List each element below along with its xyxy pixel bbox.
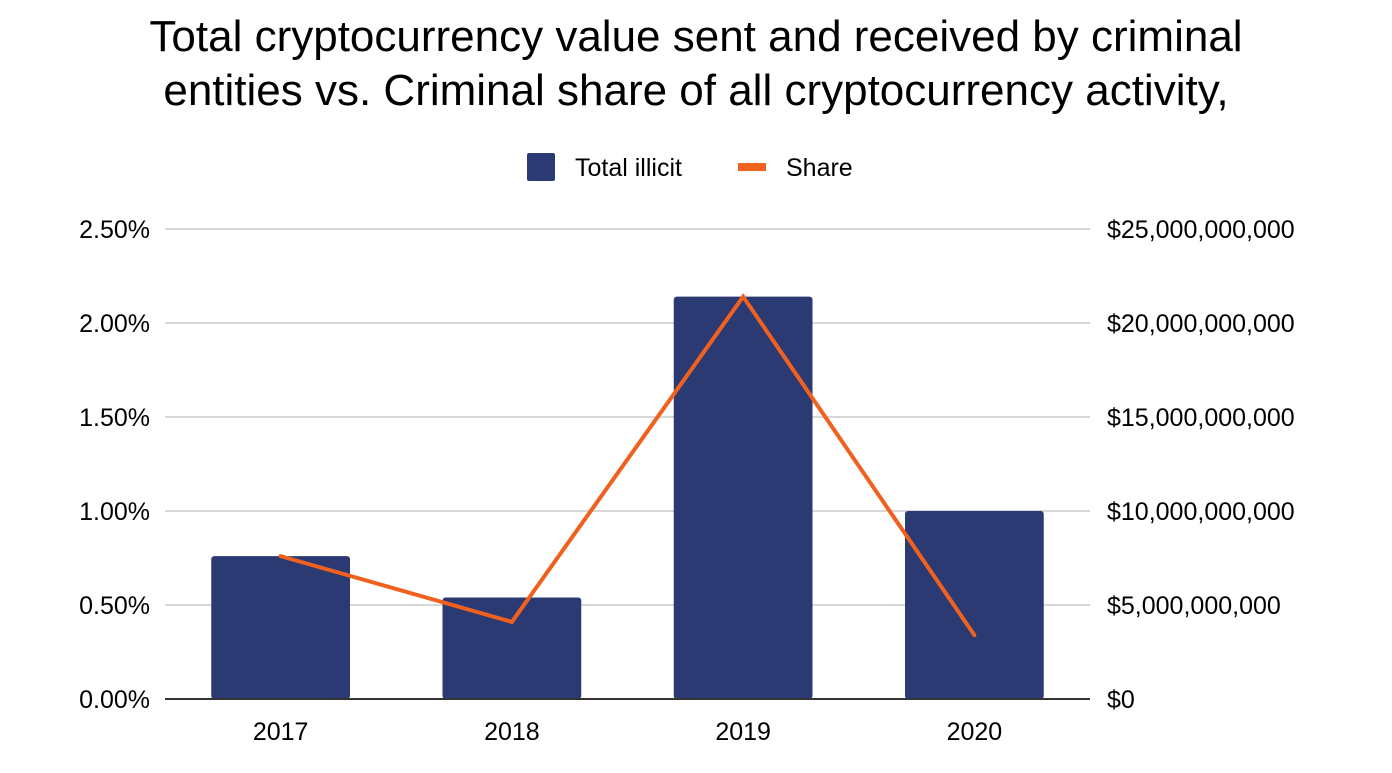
y-left-tick-label: 0.50% [79,592,150,620]
x-tick-label: 2018 [484,718,540,746]
legend-label-share: Share [786,154,853,182]
chart-title-line-2: entities vs. Criminal share of all crypt… [163,66,1229,115]
y-right-tick-label: $10,000,000,000 [1107,498,1295,526]
legend-swatch-share [738,163,766,171]
y-left-tick-label: 0.00% [79,686,150,714]
legend-swatch-total-illicit [527,153,555,181]
x-tick-label: 2020 [947,718,1003,746]
y-right-tick-label: $0 [1107,686,1135,714]
share-point-2017[interactable] [278,554,283,559]
bar-2019[interactable] [673,296,813,699]
bar-2018[interactable] [442,597,582,699]
y-left-tick-label: 2.00% [79,310,150,338]
chart-title: Total cryptocurrency value sent and rece… [0,10,1392,118]
x-tick-label: 2017 [253,718,309,746]
legend: Total illicit Share [527,153,853,182]
y-axis-left: 0.00% 0.50% 1.00% 1.50% 2.00% 2.50% [79,216,150,714]
line-series-share [278,293,977,638]
y-axis-right: $0 $5,000,000,000 $10,000,000,000 $15,000,0… [1107,216,1295,714]
share-line [280,293,977,637]
y-left-tick-label: 1.50% [79,404,150,432]
y-right-tick-label: $5,000,000,000 [1107,592,1281,620]
y-right-tick-label: $15,000,000,000 [1107,404,1295,432]
chart-title-line-1: Total cryptocurrency value sent and rece… [149,12,1243,61]
x-tick-label: 2019 [715,718,771,746]
share-point-2020[interactable] [972,633,977,638]
y-right-tick-label: $25,000,000,000 [1107,216,1295,244]
share-point-2018[interactable] [509,619,514,624]
bar-2017[interactable] [211,556,350,699]
legend-label-total-illicit: Total illicit [575,154,682,182]
share-point-2019[interactable] [741,294,746,299]
bar-series-total-illicit [211,296,1044,699]
x-axis: 2017 2018 2019 2020 [253,718,1002,746]
y-left-tick-label: 2.50% [79,216,150,244]
bar-2020[interactable] [905,511,1044,699]
y-right-tick-label: $20,000,000,000 [1107,310,1295,338]
y-left-tick-label: 1.00% [79,498,150,526]
